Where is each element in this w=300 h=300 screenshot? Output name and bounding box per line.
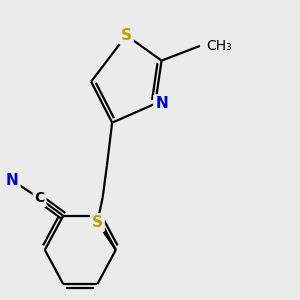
Text: N: N [6,173,19,188]
Text: S: S [121,28,132,43]
Text: CH₃: CH₃ [206,39,232,53]
Text: S: S [92,215,103,230]
Text: C: C [34,191,45,206]
Text: N: N [155,96,168,111]
